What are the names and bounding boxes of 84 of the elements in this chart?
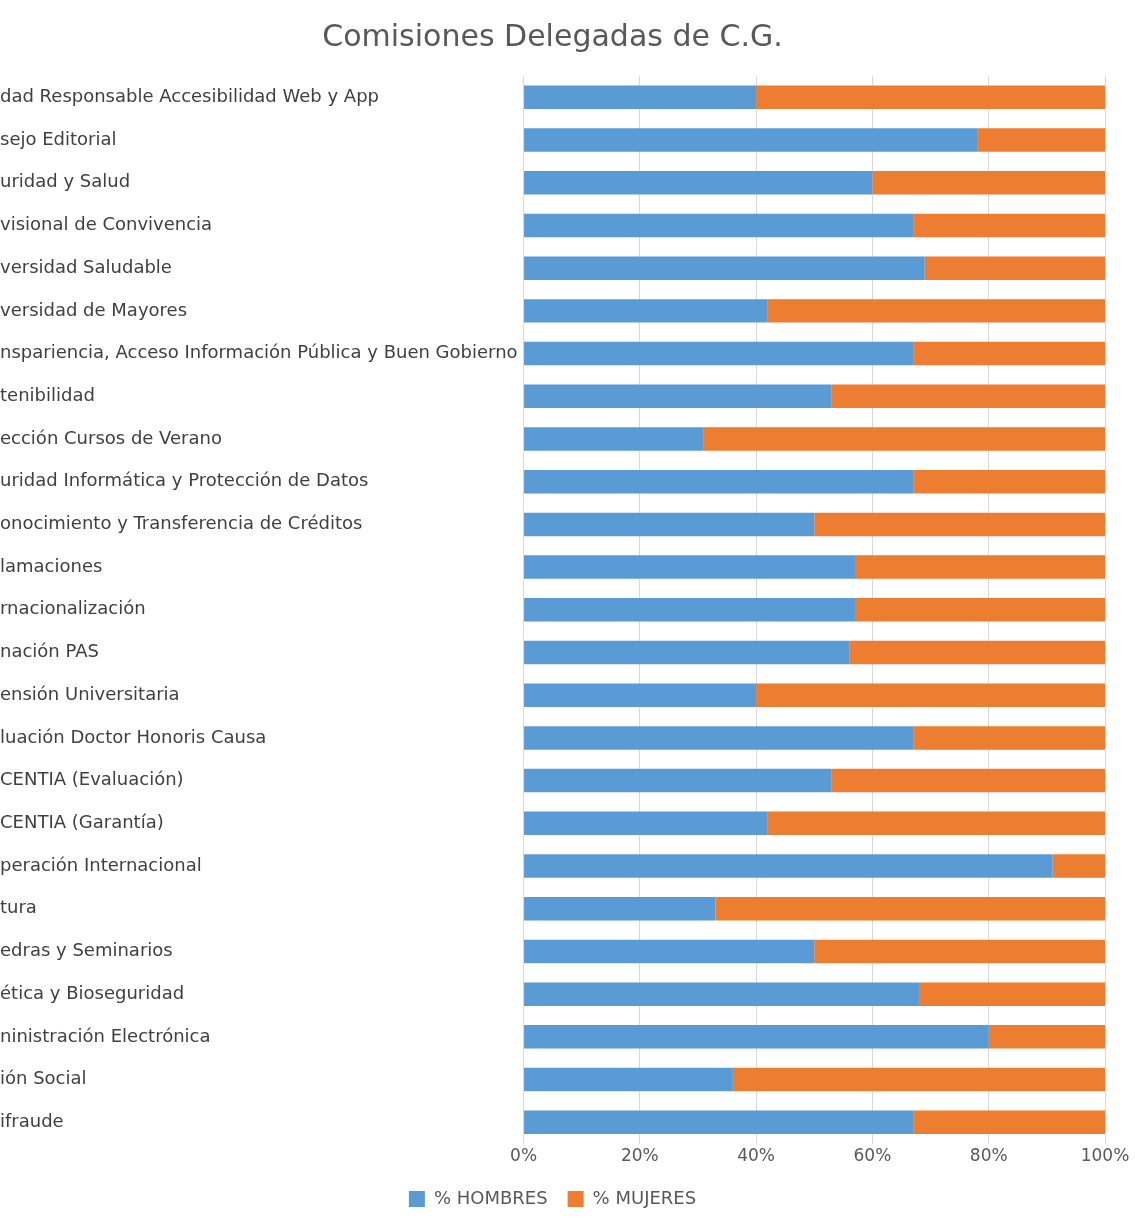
y-tick-label: ión Social [0, 1067, 87, 1089]
bar [913, 213, 1105, 238]
bar [814, 939, 1105, 964]
bar [524, 1025, 989, 1049]
bar [524, 256, 925, 280]
bar [524, 299, 768, 323]
y-tick-label: CENTIA (Evaluación) [0, 768, 184, 790]
y-tick-label: nación PAS [0, 640, 99, 662]
x-tick-label: 100% [1080, 1145, 1130, 1166]
y-tick-label: luación Doctor Honoris Causa [0, 725, 267, 747]
y-tick-label: tenibilidad [0, 383, 95, 405]
bar [524, 896, 716, 921]
bar [524, 341, 914, 366]
legend-label: % MUJERES [592, 1186, 697, 1208]
bar [524, 555, 855, 579]
bar [924, 256, 1105, 280]
y-tick-label: ifraude [0, 1109, 64, 1131]
bar [756, 683, 1105, 707]
bar [918, 982, 1105, 1006]
bar [767, 811, 1105, 836]
bar [524, 469, 914, 494]
y-tick-label: visional de Convivencia [0, 213, 213, 235]
bar [854, 598, 1105, 622]
x-tick-label: 80% [969, 1145, 1008, 1166]
x-tick-label: 20% [620, 1145, 659, 1166]
y-tick-label: ensión Universitaria [0, 682, 180, 704]
bar [831, 384, 1105, 409]
bar [524, 213, 914, 238]
y-tick-label: ección Cursos de Verano [0, 426, 222, 448]
bar [524, 1067, 733, 1092]
bar [524, 726, 914, 750]
bar [1052, 854, 1105, 878]
bar [524, 128, 978, 152]
y-tick-label: nspariencia, Acceso Información Pública y Buen Gobierno [0, 341, 518, 363]
y-tick-label: dad Responsable Accesibilidad Web y App [0, 85, 380, 107]
x-tick-label: 40% [737, 1145, 776, 1166]
bar [524, 982, 919, 1006]
bar [814, 512, 1105, 537]
bar [913, 469, 1105, 494]
bar [524, 811, 768, 836]
x-tick-label: 60% [853, 1145, 892, 1166]
bar [524, 640, 850, 665]
bar [913, 726, 1105, 750]
y-tick-label: ninistración Electrónica [0, 1024, 211, 1046]
bar [524, 854, 1053, 878]
bar [854, 555, 1105, 579]
y-tick-label: uridad Informática y Protección de Datos [0, 469, 369, 491]
bar [524, 1110, 914, 1134]
bar [756, 85, 1105, 110]
bar [524, 171, 873, 195]
bar [913, 341, 1105, 366]
bar [703, 427, 1105, 451]
y-tick-label: peración Internacional [0, 853, 202, 875]
bar [913, 1110, 1105, 1134]
bar [524, 768, 832, 793]
chart-title: Comisiones Delegadas de C.G. [322, 17, 783, 53]
y-tick-label: ética y Bioseguridad [0, 981, 185, 1003]
bar [524, 384, 832, 409]
y-tick-label: versidad Saludable [0, 255, 172, 277]
bar [715, 896, 1105, 921]
legend-label: % HOMBRES [433, 1186, 548, 1208]
y-tick-label: rnacionalización [0, 597, 146, 619]
bar [524, 683, 757, 707]
bar [872, 171, 1105, 195]
bar [524, 85, 757, 110]
bar [831, 768, 1105, 793]
y-tick-label: edras y Seminarios [0, 939, 173, 961]
y-tick-label: tura [0, 896, 37, 918]
y-tick-label: versidad de Mayores [0, 298, 188, 320]
y-tick-label: lamaciones [0, 554, 103, 576]
y-tick-label: CENTIA (Garantía) [0, 810, 164, 832]
bar [977, 128, 1105, 152]
y-tick-label: sejo Editorial [0, 127, 117, 149]
bar [524, 427, 704, 451]
bar [524, 512, 815, 537]
bar [732, 1067, 1105, 1092]
x-tick-label: 0% [510, 1145, 538, 1166]
bar [524, 598, 855, 622]
y-tick-label: onocimiento y Transferencia de Créditos [0, 512, 363, 534]
bar [524, 939, 815, 964]
y-tick-label: uridad y Salud [0, 170, 131, 192]
bar [767, 299, 1105, 323]
bar [988, 1025, 1105, 1049]
bar [849, 640, 1105, 665]
